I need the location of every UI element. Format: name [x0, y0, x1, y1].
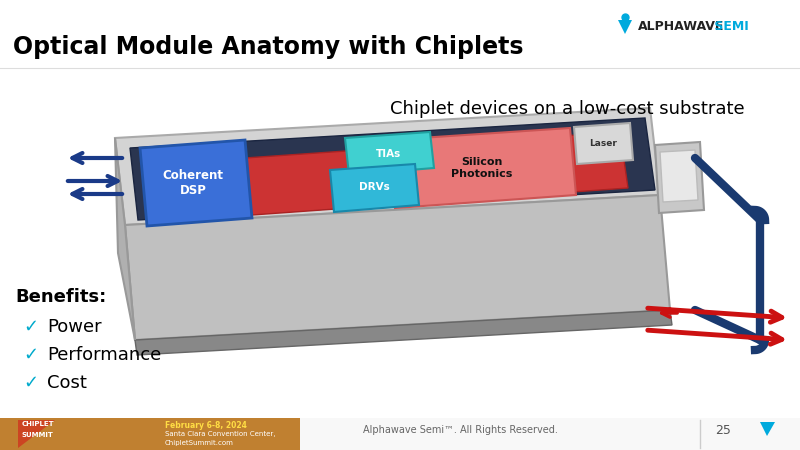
Text: ChipletSummit.com: ChipletSummit.com [165, 440, 234, 446]
Text: Benefits:: Benefits: [15, 288, 106, 306]
Text: ✓: ✓ [23, 318, 38, 336]
Polygon shape [655, 142, 704, 213]
Polygon shape [115, 108, 660, 225]
Text: ✓: ✓ [23, 374, 38, 392]
Text: TIAs: TIAs [376, 149, 402, 159]
Text: SEMI: SEMI [710, 21, 749, 33]
Text: February 6-8, 2024: February 6-8, 2024 [165, 421, 247, 430]
Text: DRVs: DRVs [358, 182, 390, 192]
Polygon shape [130, 118, 655, 220]
Text: Coherent
DSP: Coherent DSP [162, 169, 223, 197]
Text: CHIPLET: CHIPLET [22, 421, 54, 427]
Text: Optical Module Anatomy with Chiplets: Optical Module Anatomy with Chiplets [13, 35, 523, 59]
Text: Alphawave Semi™. All Rights Reserved.: Alphawave Semi™. All Rights Reserved. [362, 425, 558, 435]
Text: Cost: Cost [47, 374, 87, 392]
Polygon shape [125, 195, 670, 340]
Text: Performance: Performance [47, 346, 162, 364]
Polygon shape [135, 310, 672, 355]
Bar [0, 418, 300, 450]
Text: SUMMIT: SUMMIT [22, 432, 54, 438]
Polygon shape [18, 420, 55, 448]
Text: 25: 25 [715, 423, 731, 436]
Polygon shape [140, 140, 252, 226]
Polygon shape [330, 164, 419, 212]
Text: ✓: ✓ [23, 346, 38, 364]
Text: Laser: Laser [589, 139, 617, 148]
Text: Silicon
Photonics: Silicon Photonics [451, 157, 513, 179]
Text: ALPHAWAVE: ALPHAWAVE [638, 21, 724, 33]
Polygon shape [660, 150, 698, 202]
Polygon shape [574, 123, 633, 164]
Polygon shape [115, 138, 135, 340]
Bar [0, 418, 800, 450]
Polygon shape [618, 20, 632, 34]
Text: Chiplet devices on a low-cost substrate: Chiplet devices on a low-cost substrate [390, 100, 745, 118]
Text: Power: Power [47, 318, 102, 336]
Polygon shape [760, 422, 775, 436]
Text: Santa Clara Convention Center,: Santa Clara Convention Center, [165, 431, 275, 437]
Polygon shape [345, 132, 434, 175]
Polygon shape [390, 128, 576, 208]
Polygon shape [245, 132, 628, 215]
